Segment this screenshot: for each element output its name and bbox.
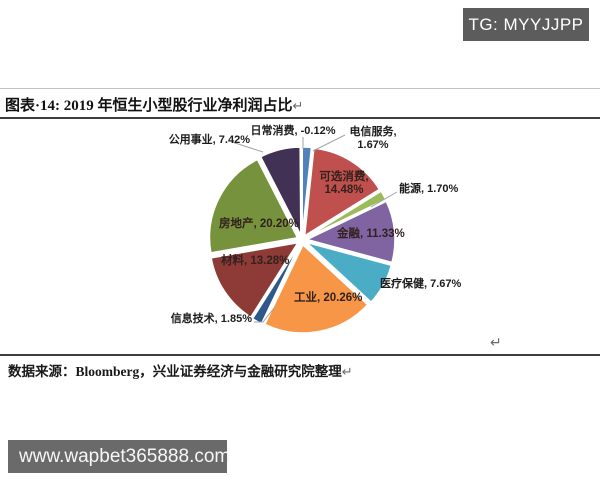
tg-watermark-badge: TG: MYYJJPP — [463, 8, 589, 41]
data-source-note: 数据来源：Bloomberg，兴业证券经济与金融研究院整理↵ — [8, 360, 353, 380]
pie-slice-realestate — [208, 158, 299, 254]
url-watermark-badge: www.wapbet365888.com — [8, 440, 231, 473]
pie-slice-utilities — [259, 146, 302, 236]
tg-watermark-text: TG: MYYJJPP — [468, 14, 584, 34]
pie-slice-financials — [304, 200, 396, 264]
pie-leader-line-energy — [370, 191, 398, 208]
pie-leader-line-utilities — [231, 141, 264, 153]
pie-slice-industrials — [263, 243, 369, 334]
title-top-hairline — [0, 88, 600, 89]
figure-title-text: 图表·14: 2019 年恒生小型股行业净利润占比 — [5, 98, 293, 114]
pie-slice-staples — [300, 146, 303, 236]
source-divider-rule — [0, 354, 600, 356]
pie-slice-energy — [305, 190, 387, 239]
pie-leader-line-it — [254, 307, 275, 323]
title-divider-rule — [0, 117, 600, 119]
paragraph-return-icon: ↵ — [341, 365, 353, 380]
pie-leader-line-telecom — [312, 134, 346, 152]
figure-title: 图表·14: 2019 年恒生小型股行业净利润占比↵ — [5, 94, 303, 115]
pie-slice-healthcare — [305, 241, 393, 304]
data-source-text: 数据来源：Bloomberg，兴业证券经济与金融研究院整理 — [8, 364, 342, 379]
url-watermark-text: www.wapbet365888.com — [19, 445, 231, 467]
paragraph-return-icon: ↵ — [292, 99, 304, 114]
pie-slice-it — [251, 243, 301, 325]
paragraph-return-icon: ↵ — [490, 335, 502, 351]
pie-slice-materials — [210, 241, 300, 319]
